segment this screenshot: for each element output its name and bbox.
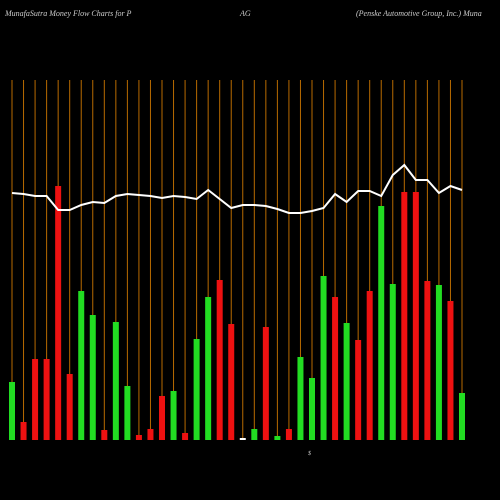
bar xyxy=(228,324,235,440)
bar xyxy=(89,315,96,440)
bar xyxy=(343,323,350,440)
bar xyxy=(55,186,62,440)
bar xyxy=(135,435,142,440)
bar xyxy=(182,433,189,440)
chart-title: (Penske Automotive Group, Inc.) Muna xyxy=(356,9,482,18)
bar xyxy=(170,391,177,440)
bar xyxy=(205,297,212,440)
price-line xyxy=(11,163,463,214)
bar xyxy=(216,280,223,440)
bar xyxy=(20,422,27,440)
bar xyxy=(309,378,315,440)
bar xyxy=(297,357,304,440)
chart-title: AG xyxy=(239,9,251,18)
bar xyxy=(332,297,339,440)
bar xyxy=(366,291,373,440)
bar xyxy=(274,436,281,440)
bar xyxy=(401,192,408,440)
bar xyxy=(389,284,396,440)
bar xyxy=(424,281,431,440)
bar xyxy=(355,340,362,440)
bar xyxy=(193,339,200,440)
bar xyxy=(9,382,15,440)
bar xyxy=(159,396,165,440)
bar xyxy=(262,327,269,440)
bar xyxy=(320,276,327,440)
bar xyxy=(378,206,385,440)
chart-title: MunafaSutra Money Flow Charts for P xyxy=(4,9,132,18)
bar xyxy=(43,359,50,440)
axis-mark: $ xyxy=(308,450,311,457)
bar xyxy=(147,429,154,440)
bar xyxy=(124,386,131,440)
bar xyxy=(66,374,73,440)
bar xyxy=(459,393,465,440)
bar xyxy=(239,438,246,440)
bar xyxy=(412,192,419,440)
bar xyxy=(285,429,292,440)
bar xyxy=(101,430,108,440)
bar xyxy=(435,285,442,440)
bar xyxy=(78,291,85,440)
bar xyxy=(32,359,39,440)
bar xyxy=(251,429,258,440)
bar xyxy=(447,301,454,440)
bar xyxy=(112,322,119,440)
